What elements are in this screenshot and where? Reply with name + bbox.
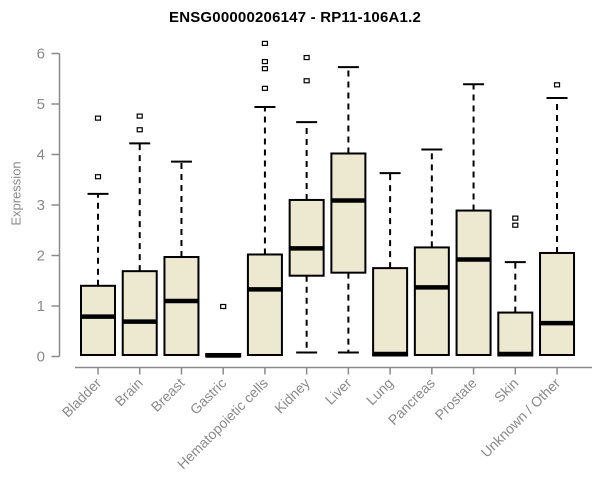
chart-title: ENSG00000206147 - RP11-106A1.2: [168, 9, 421, 26]
box-group-unknown-other: [539, 82, 576, 356]
iqr-box: [330, 152, 367, 274]
outlier-point: [220, 303, 227, 310]
iqr-box: [121, 270, 158, 356]
y-tick-label: 1: [37, 298, 45, 315]
outlier-point: [553, 82, 561, 88]
iqr-box: [80, 284, 116, 356]
box-group-lung: [372, 172, 409, 357]
y-tick-label: 6: [37, 46, 45, 63]
outlier-point: [261, 85, 269, 91]
outlier-point: [512, 222, 519, 228]
iqr-box: [413, 246, 450, 356]
x-tick-label: Prostate: [432, 375, 480, 423]
outlier-point: [94, 115, 102, 121]
outlier-point: [303, 78, 310, 84]
x-tick-label: Kidney: [271, 375, 313, 417]
y-tick-label: 3: [37, 197, 45, 214]
iqr-box: [246, 253, 283, 356]
box-group-brain: [121, 113, 158, 356]
x-tick-label: Lung: [363, 375, 396, 408]
y-tick-label: 0: [37, 349, 45, 366]
x-tick-label: Brain: [111, 375, 145, 409]
box-group-breast: [163, 160, 200, 356]
outlier-point: [136, 113, 143, 119]
outlier-point: [261, 66, 269, 72]
outlier-point: [303, 54, 310, 61]
y-axis: 0 1 2 3 4 5 6: [37, 46, 61, 366]
iqr-box: [455, 209, 492, 356]
outlier-point: [512, 215, 519, 221]
box-group-pancreas: [413, 148, 450, 356]
box-group-kidney: [288, 54, 325, 354]
box-group-prostate: [455, 83, 492, 356]
x-tick-label: Skin: [491, 375, 522, 406]
outlier-point: [136, 127, 143, 133]
x-tick-label: Liver: [322, 375, 355, 408]
box-group-liver: [330, 66, 367, 354]
iqr-box: [539, 251, 576, 356]
x-tick-label: Unknown / Other: [478, 375, 564, 461]
y-tick-label: 5: [37, 96, 45, 113]
x-tick-label: Breast: [148, 375, 188, 415]
iqr-box: [163, 256, 200, 356]
outlier-point: [94, 174, 102, 180]
y-tick-label: 2: [37, 248, 45, 265]
y-tick-label: 4: [37, 147, 45, 164]
outlier-point: [261, 40, 269, 47]
iqr-box: [288, 198, 325, 277]
box-group-skin: [497, 215, 534, 357]
box-group-bladder: [80, 115, 116, 356]
outlier-point: [261, 58, 269, 65]
iqr-box: [497, 311, 534, 357]
box-group-hematopoietic-cells: [246, 40, 283, 356]
box-group-gastric: [205, 303, 242, 358]
x-tick-label: Bladder: [59, 375, 105, 421]
iqr-box: [372, 267, 409, 357]
